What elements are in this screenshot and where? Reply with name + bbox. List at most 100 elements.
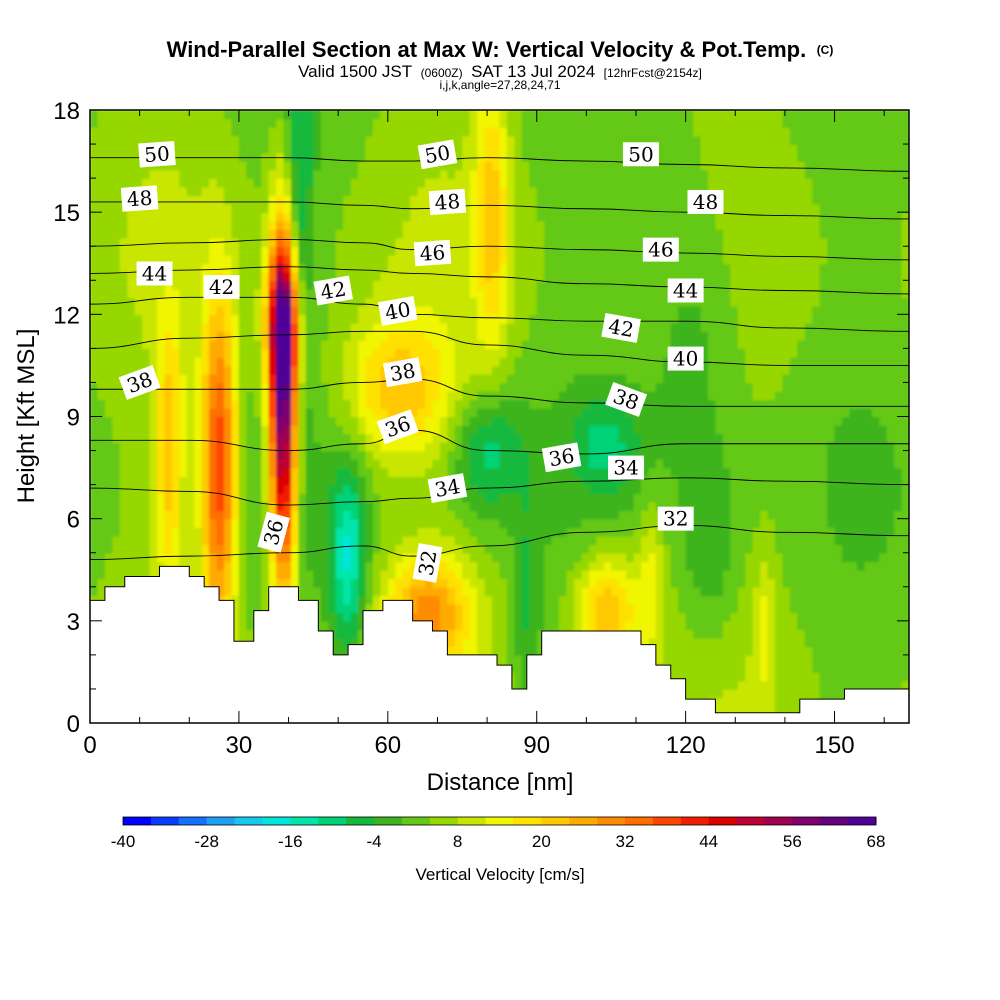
- heatmap-cell: [157, 484, 166, 494]
- heatmap-cell: [499, 161, 508, 171]
- heatmap-cell: [432, 450, 441, 460]
- heatmap-cell: [447, 442, 456, 452]
- heatmap-cell: [104, 467, 114, 477]
- heatmap-cell: [268, 110, 277, 120]
- heatmap-cell: [439, 382, 449, 392]
- heatmap-cell: [492, 527, 501, 537]
- heatmap-cell: [171, 331, 181, 341]
- heatmap-cell: [320, 544, 330, 554]
- heatmap-cell: [477, 586, 486, 597]
- heatmap-cell: [127, 314, 136, 324]
- heatmap-cell: [559, 416, 568, 426]
- heatmap-cell: [104, 356, 114, 367]
- heatmap-cell: [90, 288, 99, 299]
- heatmap-cell: [253, 603, 263, 614]
- heatmap-cell: [588, 425, 598, 435]
- heatmap-cell: [268, 476, 277, 486]
- heatmap-cell: [387, 135, 397, 145]
- heatmap-cell: [298, 195, 307, 205]
- heatmap-cell: [566, 229, 575, 239]
- heatmap-cell: [238, 356, 248, 367]
- heatmap-cell: [454, 305, 464, 316]
- heatmap-cell: [320, 246, 330, 256]
- heatmap-cell: [544, 425, 553, 435]
- heatmap-cell: [328, 390, 337, 401]
- heatmap-cell: [216, 254, 225, 265]
- heatmap-cell: [261, 356, 270, 367]
- heatmap-cell: [596, 322, 605, 333]
- heatmap-cell: [104, 535, 114, 545]
- heatmap-cell: [551, 305, 560, 316]
- heatmap-cell: [276, 203, 285, 213]
- heatmap-cell: [425, 450, 434, 460]
- heatmap-cell: [432, 288, 441, 299]
- heatmap-cell: [112, 178, 121, 188]
- heatmap-cell: [566, 246, 575, 256]
- heatmap-cell: [320, 484, 330, 494]
- heatmap-cell: [335, 578, 344, 588]
- heatmap-cell: [506, 186, 516, 196]
- heatmap-cell: [477, 322, 486, 333]
- heatmap-cell: [425, 135, 434, 145]
- heatmap-cell: [119, 288, 129, 299]
- heatmap-cell: [216, 416, 225, 426]
- heatmap-cell: [343, 382, 352, 392]
- heatmap-cell: [588, 544, 598, 554]
- heatmap-cell: [104, 271, 114, 282]
- heatmap-cell: [536, 263, 545, 273]
- heatmap-cell: [462, 118, 471, 128]
- heatmap-cell: [544, 595, 553, 605]
- heatmap-cell: [551, 297, 560, 307]
- heatmap-cell: [246, 535, 255, 545]
- heatmap-cell: [544, 271, 553, 282]
- heatmap-cell: [305, 254, 315, 265]
- heatmap-cell: [231, 229, 240, 239]
- heatmap-cell: [276, 578, 285, 588]
- heatmap-cell: [462, 178, 471, 188]
- heatmap-cell: [514, 365, 523, 375]
- heatmap-cell: [305, 144, 315, 154]
- heatmap-cell: [358, 637, 367, 648]
- heatmap-cell: [179, 195, 188, 205]
- heatmap-cell: [469, 637, 478, 648]
- heatmap-cell: [231, 467, 240, 477]
- heatmap-cell: [97, 484, 106, 494]
- heatmap-cell: [469, 237, 478, 248]
- heatmap-cell: [253, 382, 263, 392]
- heatmap-cell: [477, 373, 486, 384]
- heatmap-cell: [559, 569, 568, 580]
- heatmap-cell: [246, 212, 255, 222]
- heatmap-cell: [387, 169, 397, 179]
- heatmap-cell: [521, 578, 531, 588]
- heatmap-cell: [209, 220, 218, 230]
- heatmap-cell: [544, 399, 553, 409]
- heatmap-cell: [350, 416, 359, 426]
- heatmap-cell: [506, 271, 516, 282]
- heatmap-cell: [395, 484, 404, 494]
- heatmap-cell: [544, 212, 553, 222]
- heatmap-cell: [469, 399, 478, 409]
- heatmap-cell: [521, 229, 531, 239]
- heatmap-cell: [588, 501, 598, 511]
- heatmap-cell: [209, 459, 218, 469]
- heatmap-cell: [283, 510, 292, 520]
- heatmap-cell: [201, 433, 210, 443]
- heatmap-cell: [439, 450, 449, 460]
- heatmap-cell: [201, 314, 210, 324]
- heatmap-cell: [447, 518, 456, 528]
- heatmap-cell: [506, 322, 516, 333]
- heatmap-cell: [514, 535, 523, 545]
- heatmap-cell: [127, 501, 136, 511]
- heatmap-cell: [410, 339, 419, 350]
- heatmap-cell: [104, 373, 114, 384]
- heatmap-cell: [544, 322, 553, 333]
- heatmap-cell: [157, 246, 166, 256]
- heatmap-cell: [410, 407, 419, 418]
- heatmap-cell: [127, 331, 136, 341]
- heatmap-cell: [276, 152, 285, 162]
- heatmap-cell: [298, 493, 307, 503]
- heatmap-cell: [201, 527, 210, 537]
- heatmap-cell: [492, 442, 501, 452]
- heatmap-cell: [231, 476, 240, 486]
- heatmap-cell: [462, 586, 471, 597]
